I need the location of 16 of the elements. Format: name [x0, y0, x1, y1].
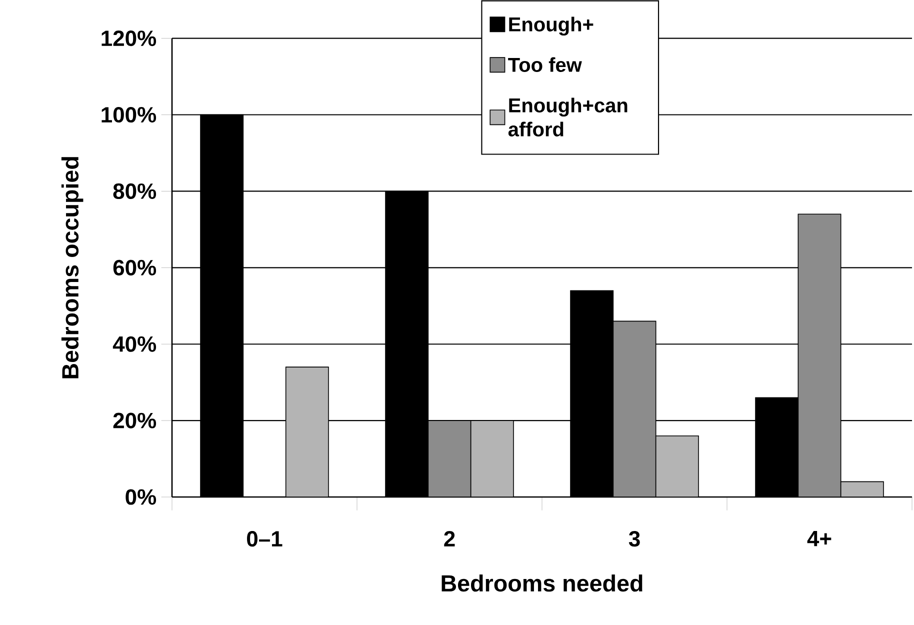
legend-label: Enough+ [509, 16, 594, 36]
x-tick-label: 2 [444, 531, 455, 546]
x-tick-label: 0–1 [247, 531, 282, 547]
x-tick-label: 4+ [807, 531, 832, 546]
x-tick-label: 3 [628, 531, 640, 547]
x-axis-title: Bedrooms needed [442, 574, 642, 592]
y-tick-label: 0% [126, 489, 156, 505]
y-tick-label: 80% [113, 183, 156, 200]
legend-label: Enough+can afford [508, 98, 628, 136]
y-axis-title: Bedrooms occupied [61, 157, 84, 378]
y-tick-label: 100% [102, 106, 156, 123]
y-tick-label: 20% [113, 412, 156, 428]
y-tick-label: 40% [112, 336, 156, 352]
y-tick-label: 60% [113, 260, 156, 276]
y-tick-label: 120% [102, 30, 156, 46]
legend-label: Too few [508, 57, 582, 72]
